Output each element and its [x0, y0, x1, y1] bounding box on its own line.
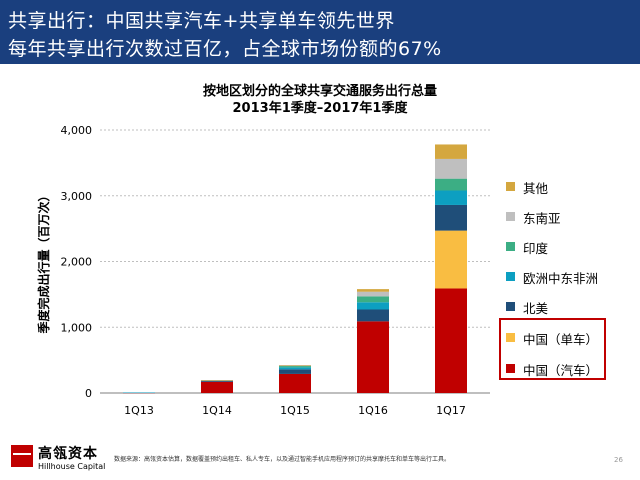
legend-swatch [506, 182, 515, 191]
bar-segment [357, 302, 389, 310]
source-note: 数据来源：高瓴资本估算，数据覆盖预约出租车、私人专车，以及通过智能手机应用程序预… [114, 456, 451, 463]
bar-segment [279, 365, 311, 367]
legend-label: 北美 [523, 301, 549, 316]
legend-item: 中国（汽车） [506, 360, 626, 378]
bar-segment [435, 230, 467, 289]
x-tick-label: 1Q15 [280, 404, 310, 417]
legend-item: 北美 [506, 298, 626, 316]
legend-item: 其他 [506, 178, 626, 196]
legend-swatch [506, 302, 515, 311]
bar-segment [357, 309, 389, 322]
bar-segment [201, 380, 233, 381]
bar-segment [357, 289, 389, 292]
legend-item: 中国（单车） [506, 329, 626, 347]
bar-segment [201, 381, 233, 393]
x-tick-label: 1Q17 [436, 404, 466, 417]
bar-segment [357, 291, 389, 297]
bar-segment [357, 296, 389, 303]
bar-segment [435, 178, 467, 191]
legend-highlight-box [499, 318, 606, 380]
legend-swatch [506, 242, 515, 251]
legend-swatch [506, 212, 515, 221]
brand-name-en: Hillhouse Capital [38, 462, 106, 471]
bar-segment [279, 373, 311, 393]
y-axis-label: 季度完成出行量（百万次） [36, 189, 51, 334]
bar-segment [435, 158, 467, 179]
y-tick-label: 0 [85, 387, 92, 400]
legend-swatch [506, 333, 515, 342]
y-tick-label: 1,000 [61, 321, 93, 334]
bar-segment [279, 365, 311, 366]
slide-title: 共享出行：中国共享汽车+共享单车领先世界 [8, 10, 395, 32]
y-tick-label: 2,000 [61, 256, 93, 269]
page-number: 26 [614, 456, 623, 464]
brand-name-cn: 高瓴资本 [38, 446, 98, 462]
x-tick-label: 1Q14 [202, 404, 232, 417]
y-tick-label: 4,000 [61, 124, 93, 137]
legend-item: 东南亚 [506, 208, 626, 226]
legend-label: 东南亚 [523, 211, 561, 226]
slide-header: 共享出行：中国共享汽车+共享单车领先世界 每年共享出行次数过百亿，占全球市场份额… [0, 0, 640, 64]
bar-segment [279, 366, 311, 368]
chart-subtitle: 2013年1季度–2017年1季度 [232, 101, 408, 116]
bar-segment [435, 204, 467, 231]
chart-title: 按地区划分的全球共享交通服务出行总量 [202, 84, 437, 99]
bar-segment [279, 369, 311, 374]
bar-segment [279, 367, 311, 370]
bar-segment [435, 288, 467, 393]
legend-label: 欧洲中东非洲 [523, 271, 599, 286]
x-tick-label: 1Q16 [358, 404, 388, 417]
legend-swatch [506, 364, 515, 373]
y-tick-label: 3,000 [61, 190, 93, 203]
slide-subtitle: 每年共享出行次数过百亿，占全球市场份额的67% [8, 38, 442, 60]
bar-segment [435, 190, 467, 205]
x-tick-label: 1Q13 [124, 404, 154, 417]
legend-item: 印度 [506, 238, 626, 256]
bar-segment [435, 144, 467, 159]
hillhouse-logo [11, 445, 33, 467]
bar-segment [357, 321, 389, 393]
legend-swatch [506, 272, 515, 281]
legend-item: 欧洲中东非洲 [506, 268, 626, 286]
legend-label: 中国（汽车） [523, 363, 599, 378]
bar-segment [123, 392, 155, 393]
legend-label: 中国（单车） [523, 332, 599, 347]
bar-segment [201, 380, 233, 382]
legend-label: 印度 [523, 241, 549, 256]
legend-label: 其他 [523, 181, 549, 196]
